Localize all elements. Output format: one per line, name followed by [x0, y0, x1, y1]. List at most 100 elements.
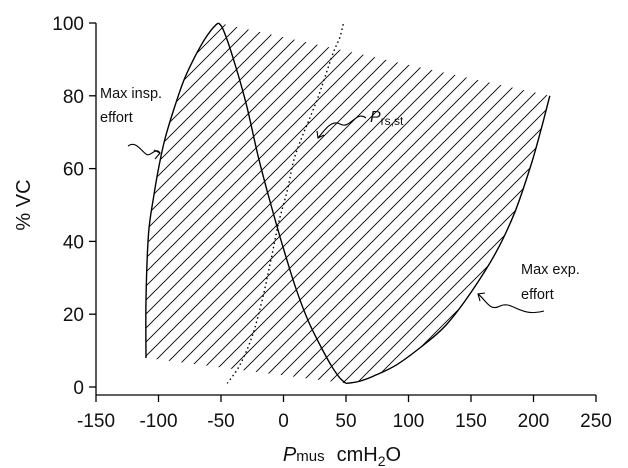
y-tick-label: 20 [63, 305, 84, 326]
annotation-exp-line2: effort [521, 287, 554, 303]
x-tick-label: 50 [335, 411, 356, 432]
hatch-line [447, 23, 550, 384]
series-line-prs-st [226, 22, 345, 384]
hatch-line [145, 23, 453, 384]
annotation-prs-label: Prs,st [370, 109, 404, 128]
y-tick-label: 0 [73, 378, 84, 399]
hatch-line [145, 23, 523, 384]
hatch-line [237, 23, 550, 384]
hatch-line [293, 23, 550, 384]
annotation-prs-symbol: P [370, 109, 381, 126]
x-tick-label: 0 [278, 411, 289, 432]
hatch-line [145, 23, 550, 384]
hatch-line [145, 23, 495, 384]
x-axis-symbol: P [283, 444, 297, 466]
y-tick-label: 100 [52, 14, 84, 35]
hatch-line [461, 23, 550, 384]
hatch-line [391, 23, 550, 384]
x-tick-label: 200 [518, 411, 550, 432]
annotation-prs-pointer [317, 115, 367, 139]
hatch-line [145, 23, 550, 384]
x-tick-label: -50 [207, 411, 234, 432]
hatch-line [0, 0, 4, 460]
hatch-line [145, 23, 355, 384]
hatch-line [560, 0, 628, 460]
annotation-insp-arrowhead [153, 149, 161, 160]
annotation-insp-line2: effort [100, 110, 133, 126]
x-axis-unit-tail: O [386, 444, 402, 466]
series-line-max-insp-effort [145, 22, 219, 358]
x-axis-unit: cmH [337, 444, 378, 466]
y-tick-label: 40 [63, 232, 84, 253]
hatch-line [145, 23, 467, 384]
hatch-line [145, 23, 313, 384]
hatch-line [145, 23, 550, 384]
hatch-line [602, 0, 628, 460]
annotation-insp-line1: Max insp. [100, 86, 162, 102]
hatch-line [503, 23, 550, 384]
hatch-line [145, 23, 257, 384]
y-axis-ticks: 0 20 40 60 80 100 [52, 14, 96, 399]
hatch-line [616, 0, 628, 460]
hatch-line [145, 23, 509, 384]
hatch-line [265, 23, 550, 384]
x-tick-label: 100 [393, 411, 425, 432]
hatch-line [489, 23, 550, 384]
hatch-line [251, 23, 550, 384]
hatch-line [419, 23, 550, 384]
hatch-line [433, 23, 550, 384]
hatch-line [321, 23, 550, 384]
hatch-line [0, 0, 74, 460]
hatch-line [145, 23, 341, 384]
series-line-max-exp-effort [345, 95, 551, 385]
hatch-line [517, 23, 550, 384]
hatch-line [574, 0, 628, 460]
hatch-line [145, 23, 411, 384]
annotation-exp-pointer [477, 293, 545, 314]
hatch-line [145, 23, 425, 384]
annotation-insp: Max insp. effort [100, 86, 162, 160]
hatch-line [145, 23, 550, 384]
x-tick-label: 150 [455, 411, 487, 432]
y-axis-label: % VC [13, 179, 35, 230]
hatch-line [145, 23, 299, 384]
hatch-line [145, 23, 369, 384]
hatch-line [349, 23, 550, 384]
hatch-line [145, 23, 383, 384]
y-tick-label: 60 [63, 160, 84, 181]
hatch-line [145, 23, 481, 384]
annotation-exp-arrowhead [477, 292, 486, 302]
annotation-prs-sub: rs,st [381, 114, 404, 128]
annotation-exp: Max exp. effort [477, 262, 580, 314]
hatch-line [145, 23, 285, 384]
x-axis-unit-sub: 2 [378, 453, 386, 468]
hatch-line [145, 23, 537, 384]
hatch-line [145, 23, 327, 384]
annotation-insp-pointer [127, 143, 161, 156]
hatch-line [145, 23, 550, 384]
annotation-prs: Prs,st [316, 109, 404, 139]
hatch-line [531, 23, 550, 384]
hatch-line [145, 23, 439, 384]
x-axis-symbol-sub: mus [296, 448, 324, 465]
x-axis-ticks: -150 -100 -50 0 50 100 150 200 250 [77, 395, 612, 432]
hatch-line [377, 23, 550, 384]
x-tick-label: -100 [139, 411, 177, 432]
hatch-line [145, 23, 397, 384]
hatch-line [475, 23, 550, 384]
y-tick-label: 80 [63, 87, 84, 108]
axes [95, 23, 596, 396]
x-tick-label: 250 [580, 411, 612, 432]
annotation-exp-line1: Max exp. [521, 262, 580, 278]
hatch-line [145, 23, 550, 384]
x-axis-label: Pmus cmH2O [283, 444, 401, 468]
series-line-boundary [217, 22, 347, 384]
x-tick-label: -150 [77, 411, 115, 432]
annotation-prs-arrowhead [316, 130, 325, 139]
hatch-line [405, 23, 550, 384]
hatch-line [145, 23, 243, 384]
hatch-line [545, 23, 550, 384]
hatch-line [588, 0, 628, 460]
